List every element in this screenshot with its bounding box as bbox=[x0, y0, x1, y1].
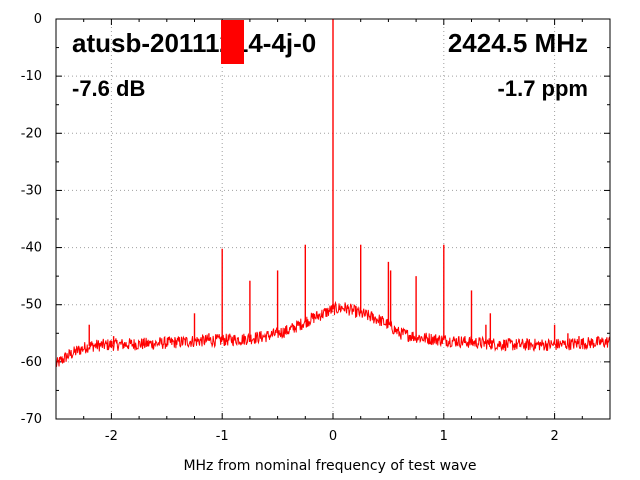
y-tick-label: -60 bbox=[21, 355, 42, 370]
x-tick-label: 2 bbox=[550, 429, 558, 444]
frequency-readout: 2424.5 MHz bbox=[448, 28, 588, 58]
ppm-readout: -1.7 ppm bbox=[498, 76, 588, 101]
x-tick-label: 1 bbox=[440, 429, 448, 444]
y-tick-label: -20 bbox=[21, 126, 42, 141]
overlay-marker bbox=[221, 20, 244, 64]
plot-frame bbox=[55, 18, 611, 420]
series-group bbox=[55, 19, 611, 367]
y-tick-label: -30 bbox=[21, 183, 42, 198]
tick-labels: 0-10-20-30-40-50-60-70-2 -1 0 1 2 bbox=[21, 12, 559, 444]
level-readout: -7.6 dB bbox=[72, 76, 145, 101]
x-axis-label: MHz from nominal frequency of test wave bbox=[183, 458, 476, 474]
chart-title: atusb-20111214-4j-0 bbox=[72, 28, 316, 58]
y-tick-label: 0 bbox=[34, 12, 42, 27]
y-tick-label: -10 bbox=[21, 69, 42, 84]
y-tick-label: -70 bbox=[21, 412, 42, 427]
y-tick-label: -40 bbox=[21, 241, 42, 256]
y-tick-label: -50 bbox=[21, 298, 42, 313]
x-tick-label: -2 bbox=[105, 429, 118, 444]
x-tick-label: -1 bbox=[216, 429, 229, 444]
x-tick-label: 0 bbox=[329, 429, 337, 444]
